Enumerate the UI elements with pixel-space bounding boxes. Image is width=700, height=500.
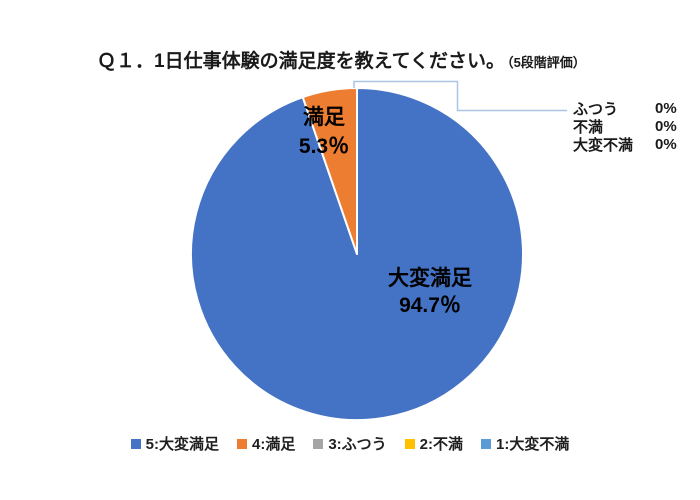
- legend-label: 3:ふつう: [328, 436, 387, 453]
- pie-slice-satisfied: [301, 87, 358, 255]
- callout-name: ふつう: [573, 100, 619, 118]
- callout-value: 0%: [655, 117, 677, 135]
- legend-swatch-icon: [404, 438, 415, 449]
- slice-label-satisfied-name: 満足: [302, 106, 345, 129]
- legend-swatch-icon: [313, 438, 324, 449]
- legend-label: 5:大変満足: [145, 436, 219, 453]
- callout-value: 0%: [655, 99, 677, 117]
- chart-legend: 5:大変満足 4:満足 3:ふつう 2:不満 1:大変不満: [0, 433, 700, 454]
- callout-row-very-dissatisfied: 大変不満 0%: [573, 135, 677, 154]
- callout-value: 0%: [655, 135, 677, 153]
- legend-item-satisfied: 4:満足: [236, 433, 296, 454]
- callout-row-dissatisfied: 不満 0%: [573, 117, 677, 136]
- legend-swatch-icon: [481, 438, 492, 449]
- legend-item-dissatisfied: 2:不満: [404, 433, 464, 454]
- legend-label: 1:大変不満: [496, 436, 570, 453]
- pie-slice-very-satisfied: [190, 87, 524, 421]
- callout-name: 不満: [573, 118, 604, 136]
- slice-label-very-satisfied: 大変満足 94.7％: [388, 265, 472, 319]
- zero-value-callouts: ふつう 0% 不満 0% 大変不満 0%: [573, 99, 677, 154]
- chart-title: Ｑ１．1日仕事体験の満足度を教えてください。 （5段階評価）: [97, 46, 586, 73]
- callout-leader-line: [353, 80, 567, 112]
- chart-title-suffix: （5段階評価）: [507, 55, 586, 70]
- legend-item-neutral: 3:ふつう: [313, 433, 387, 454]
- slice-label-very-satisfied-value: 94.7％: [399, 294, 461, 317]
- legend-item-very-dissatisfied: 1:大変不満: [481, 433, 569, 454]
- slice-label-very-satisfied-name: 大変満足: [388, 267, 472, 290]
- callout-name: 大変不満: [573, 136, 634, 154]
- pie-slices: [190, 87, 524, 421]
- slice-label-satisfied: 満足 5.3％: [299, 103, 349, 161]
- callout-row-neutral: ふつう 0%: [573, 99, 677, 118]
- legend-item-very-satisfied: 5:大変満足: [130, 433, 219, 454]
- legend-swatch-icon: [130, 438, 141, 449]
- legend-swatch-icon: [236, 438, 247, 449]
- slice-label-satisfied-value: 5.3％: [298, 135, 350, 158]
- legend-label: 2:不満: [419, 436, 464, 453]
- legend-label: 4:満足: [251, 436, 296, 453]
- chart-title-main: Ｑ１．1日仕事体験の満足度を教えてください。: [97, 51, 506, 72]
